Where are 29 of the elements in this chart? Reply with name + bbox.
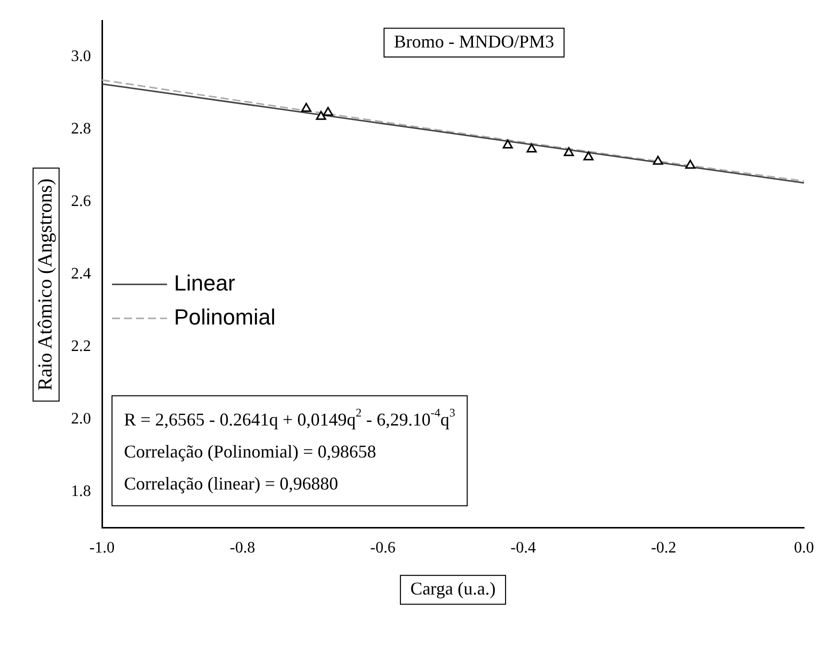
point xyxy=(322,106,334,116)
x-tick-label: 0.0 xyxy=(794,540,814,557)
x-tick-label: -0.2 xyxy=(650,540,676,557)
x-tick-label: -0.6 xyxy=(370,540,396,557)
y-axis-title: Raio Atômico (Angstrons) xyxy=(32,166,60,402)
y-tick-label: 1.8 xyxy=(71,482,91,500)
y-tick-label: 2.0 xyxy=(71,410,91,428)
legend-label: Linear xyxy=(174,270,236,296)
y-tick-label: 2.2 xyxy=(71,338,91,355)
point xyxy=(526,143,537,152)
point xyxy=(316,110,326,120)
point xyxy=(301,102,312,112)
point xyxy=(685,160,696,169)
point xyxy=(502,139,513,148)
x-tick-label: -0.8 xyxy=(230,540,256,557)
point xyxy=(652,156,664,165)
y-tick-label: 2.8 xyxy=(71,120,91,138)
y-tick-label: 3.0 xyxy=(71,48,91,66)
annotation: Correlação (linear) = 0,96880 xyxy=(124,474,338,494)
x-tick-label: -0.4 xyxy=(510,540,536,557)
x-tick-label: -1.0 xyxy=(89,540,115,557)
y-tick-label: 2.4 xyxy=(71,265,91,282)
text: Bromo - MNDO/PM3 xyxy=(394,31,554,52)
y-tick-label: 2.6 xyxy=(71,192,91,210)
x-axis-title: Carga (u.a.) xyxy=(410,578,496,599)
annotation: Correlação (Polinomial) = 0,98658 xyxy=(124,442,376,462)
point xyxy=(564,147,574,156)
point xyxy=(583,151,594,160)
legend-label: Polinomial xyxy=(174,304,276,330)
